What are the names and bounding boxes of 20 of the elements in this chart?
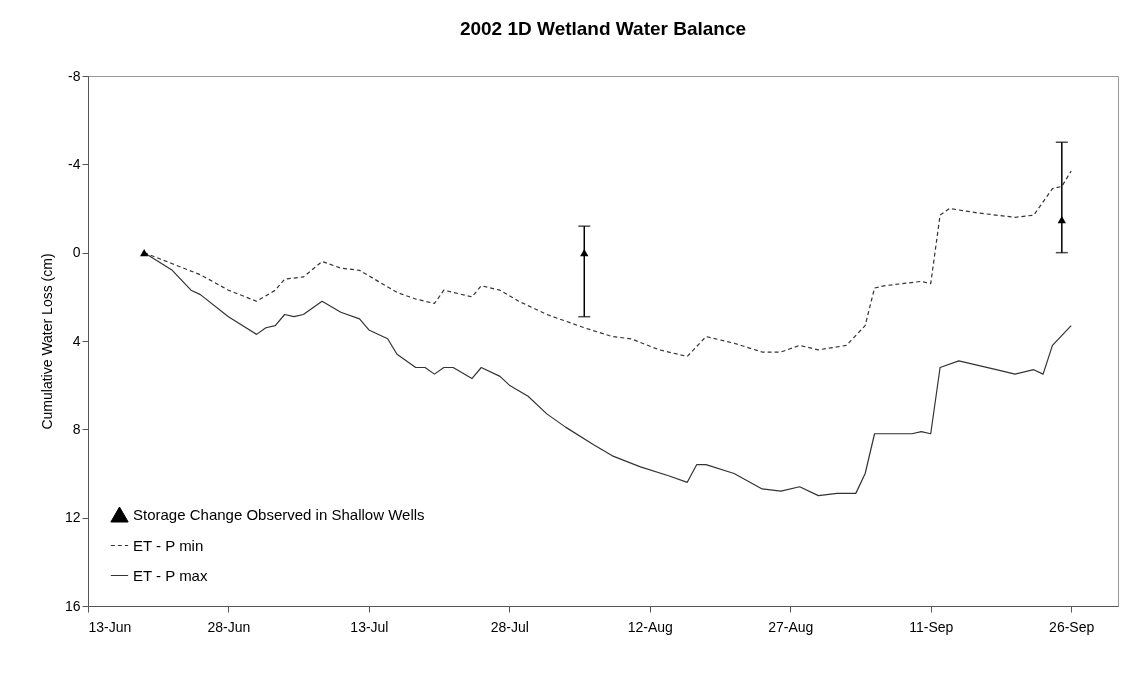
y-tick-label: 4 (72, 332, 81, 349)
x-tick-label: 11-Sep (909, 618, 954, 635)
legend-label: ET - P max (133, 566, 208, 584)
legend-label: ET - P min (133, 536, 204, 554)
x-tick-label: 13-Jul (350, 618, 389, 635)
x-tick-label: 28-Jun (207, 618, 251, 635)
y-tick-label: 12 (64, 509, 81, 526)
y-tick-label: 0 (72, 244, 81, 261)
chart-title: 2002 1D Wetland Water Balance (459, 18, 747, 39)
y-tick-label: -4 (68, 155, 81, 172)
x-tick-label: 28-Jul (490, 618, 529, 635)
x-tick-label: 13-Jun (88, 618, 132, 635)
x-tick-label: 26-Sep (1049, 618, 1095, 635)
y-tick-label: 8 (72, 420, 81, 437)
legend-label: Storage Change Observed in Shallow Wells (133, 505, 425, 523)
x-tick-label: 12-Aug (627, 618, 673, 635)
y-tick-label: -8 (68, 67, 81, 84)
y-tick-label: 16 (64, 597, 81, 614)
x-tick-label: 27-Aug (768, 618, 814, 635)
y-axis-title: Cumulative Water Loss (cm) (38, 253, 55, 430)
